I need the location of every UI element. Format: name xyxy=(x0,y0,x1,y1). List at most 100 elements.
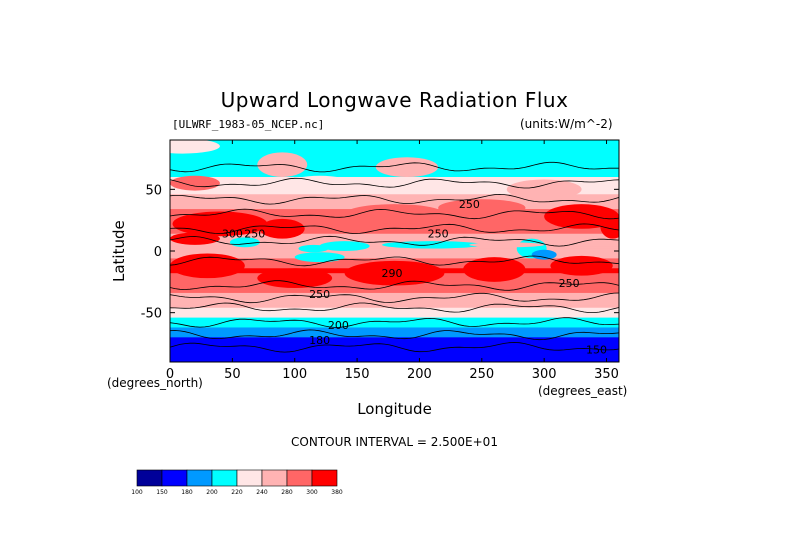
anomaly-region xyxy=(170,175,220,191)
regional-anomalies xyxy=(170,140,619,288)
contour-line xyxy=(170,208,619,220)
contour-line xyxy=(170,280,619,291)
heat-band xyxy=(170,223,619,227)
anomaly-region xyxy=(550,255,613,276)
x-tick-label: 0 xyxy=(166,367,174,382)
contour-label: 300 xyxy=(222,228,243,241)
heat-band xyxy=(170,191,619,195)
heat-band xyxy=(170,288,619,291)
colorbar-box xyxy=(136,469,163,487)
heat-band xyxy=(170,142,619,146)
contour-line xyxy=(170,317,619,328)
colorbar-box xyxy=(286,469,313,487)
contour-label: 250 xyxy=(244,228,265,241)
anomaly-region xyxy=(170,232,220,245)
heat-band xyxy=(170,255,619,259)
contour-line xyxy=(170,342,619,353)
colorbar-label: 280 xyxy=(281,489,293,496)
heat-band xyxy=(170,149,619,153)
anomaly-region xyxy=(506,179,582,200)
x-unit-label: (degrees_east) xyxy=(538,384,628,398)
colorbar-label: 150 xyxy=(156,489,168,496)
heat-band xyxy=(170,322,619,326)
anomaly-region xyxy=(319,241,370,251)
heat-band xyxy=(170,258,619,262)
heat-band xyxy=(170,357,619,361)
heat-band xyxy=(170,186,619,190)
heat-band xyxy=(170,181,619,185)
heat-band xyxy=(170,315,619,319)
anomaly-region xyxy=(294,252,345,263)
heat-band xyxy=(170,332,619,336)
x-tick-label: 350 xyxy=(594,367,619,382)
y-tick-label: 0 xyxy=(154,245,162,260)
x-tick-label: 250 xyxy=(469,367,494,382)
heat-band xyxy=(170,251,619,254)
colorbar-box xyxy=(211,469,238,487)
heat-band xyxy=(170,342,619,346)
heat-band xyxy=(170,248,619,252)
heat-band xyxy=(170,327,619,331)
heat-band xyxy=(170,305,619,309)
heat-band xyxy=(170,302,619,306)
contour-label: 150 xyxy=(586,344,607,357)
contour-line xyxy=(170,255,619,267)
heat-band xyxy=(170,177,619,180)
contour-line xyxy=(170,329,619,341)
heat-band xyxy=(170,246,619,250)
heat-band xyxy=(170,231,619,235)
anomaly-region xyxy=(170,140,220,154)
colorbar-box xyxy=(311,469,338,487)
colorbar-label: 180 xyxy=(181,489,193,496)
heat-band xyxy=(170,312,619,316)
heat-band xyxy=(170,194,619,198)
contour-line xyxy=(170,193,619,205)
anomaly-region xyxy=(419,146,520,171)
anomaly-region xyxy=(229,237,260,248)
y-tick-label: -50 xyxy=(141,307,162,322)
anomaly-region xyxy=(259,218,305,239)
heat-band xyxy=(170,310,619,314)
heat-band xyxy=(170,196,619,200)
colorbar-label: 380 xyxy=(331,489,343,496)
y-tick-label: 50 xyxy=(145,183,162,198)
x-tick-label: 150 xyxy=(345,367,370,382)
heat-band xyxy=(170,152,619,156)
file-label: [ULWRF_1983-05_NCEP.nc] xyxy=(172,118,325,131)
heat-band xyxy=(170,337,619,341)
heat-band xyxy=(170,354,619,358)
heat-band xyxy=(170,290,619,294)
heat-band xyxy=(170,184,619,188)
chart-title: Upward Longwave Radiation Flux xyxy=(220,88,569,112)
heat-band xyxy=(170,352,619,356)
heat-band xyxy=(170,233,619,237)
heat-band xyxy=(170,147,619,151)
heat-band xyxy=(170,199,619,203)
heat-band xyxy=(170,238,619,242)
heat-band xyxy=(170,295,619,299)
units-label: (units:W/m^-2) xyxy=(520,117,613,131)
heat-band xyxy=(170,339,619,343)
heat-band xyxy=(170,140,619,143)
anomaly-region xyxy=(288,175,351,191)
x-tick-label: 100 xyxy=(282,367,307,382)
x-axis-label: Longitude xyxy=(357,400,432,418)
heat-band xyxy=(170,285,619,289)
anomaly-region xyxy=(438,199,526,217)
heat-band xyxy=(170,179,619,183)
contour-label: 250 xyxy=(559,277,580,290)
colorbar-label: 240 xyxy=(256,489,268,496)
anomaly-region xyxy=(531,249,557,260)
contour-line xyxy=(170,161,619,173)
contour-label: 290 xyxy=(382,267,403,280)
contour-label: 250 xyxy=(309,288,330,301)
anomaly-region xyxy=(600,214,619,239)
heat-band xyxy=(170,189,619,193)
anomaly-region xyxy=(344,260,445,286)
heat-band xyxy=(170,201,619,205)
colorbar-label: 300 xyxy=(306,489,318,496)
heat-band xyxy=(170,228,619,232)
heat-band xyxy=(170,144,619,148)
